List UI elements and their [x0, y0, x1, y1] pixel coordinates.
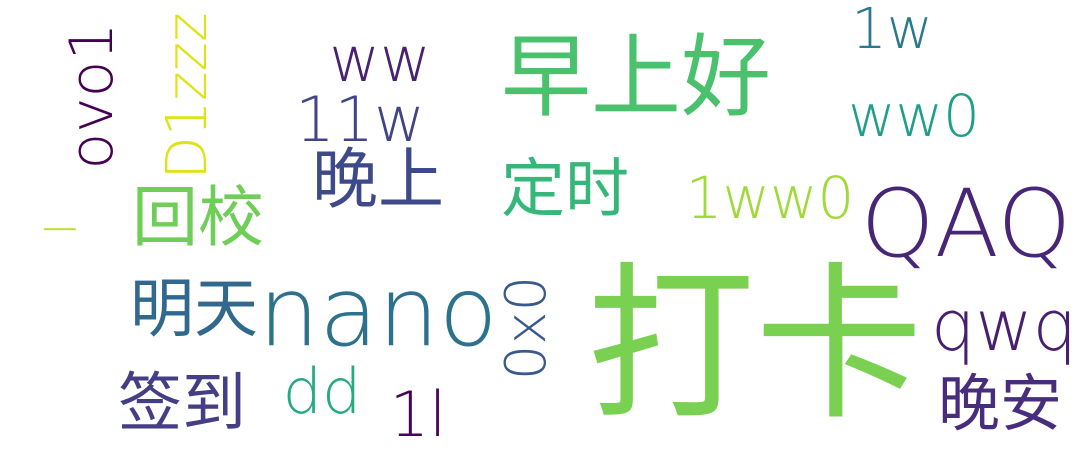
word-ww0: ww0 — [848, 82, 980, 150]
word-d1zzz: D1zzz — [155, 12, 220, 180]
word-qaq: QAQ — [860, 170, 1072, 279]
word-qiandao: 签到 — [118, 367, 246, 441]
word-nano: nano — [258, 256, 498, 368]
word-dd: dd — [282, 355, 362, 428]
word-wanshang: 晚上 — [312, 141, 444, 218]
word-1l: 1l — [389, 378, 447, 451]
word-dingshi: 定时 — [501, 153, 629, 227]
word-qwq: qwq — [930, 285, 1078, 367]
word-daka: 打卡 — [587, 247, 923, 443]
word-huixiao: 回校 — [132, 179, 264, 256]
word-11w: 11w — [295, 83, 425, 156]
word-1ww0: 1ww0 — [685, 164, 855, 232]
word-mingtian: 明天 — [130, 273, 258, 347]
word-0x0: 0x0 — [494, 275, 559, 381]
word-ovo1: ovo1 — [57, 22, 127, 170]
word-wanan: 晚安 — [937, 367, 1063, 440]
word-ww: ww — [329, 23, 431, 96]
word-l: l — [37, 223, 86, 235]
word-1w: 1w — [851, 0, 933, 62]
word-zaoshanghao: 早上好 — [501, 25, 771, 130]
